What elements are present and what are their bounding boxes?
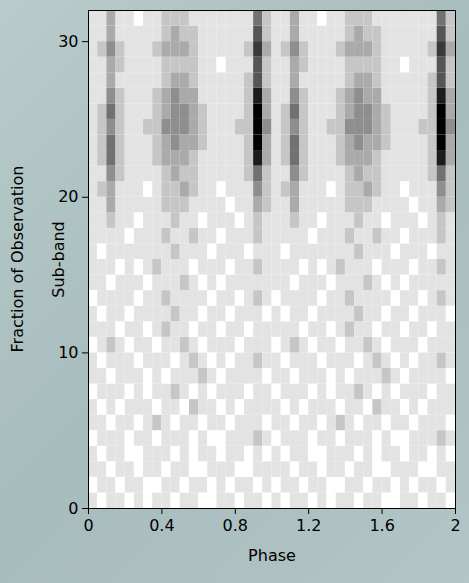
svg-text:20: 20 <box>58 187 78 206</box>
svg-text:30: 30 <box>58 32 78 51</box>
svg-text:Fraction of Observation: Fraction of Observation <box>8 166 27 353</box>
svg-text:0: 0 <box>68 499 78 518</box>
svg-text:1.2: 1.2 <box>296 516 321 535</box>
svg-text:Sub-band: Sub-band <box>49 221 68 297</box>
svg-text:0: 0 <box>83 516 93 535</box>
svg-text:1.6: 1.6 <box>369 516 394 535</box>
svg-text:0.8: 0.8 <box>223 516 248 535</box>
svg-text:2: 2 <box>450 516 460 535</box>
svg-text:0.4: 0.4 <box>149 516 174 535</box>
svg-text:10: 10 <box>58 343 78 362</box>
svg-text:Phase: Phase <box>248 546 296 565</box>
